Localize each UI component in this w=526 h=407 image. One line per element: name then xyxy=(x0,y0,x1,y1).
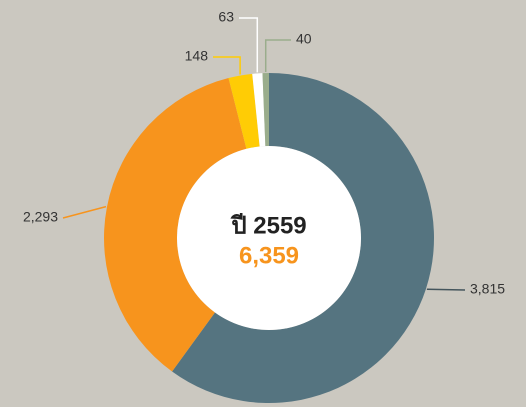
leader-line xyxy=(213,56,241,75)
donut-slice xyxy=(172,73,434,403)
center-total: 6,359 xyxy=(239,242,299,269)
leader-line xyxy=(264,39,291,73)
data-label: 3,815 xyxy=(470,281,505,297)
donut-slice xyxy=(104,78,247,372)
leader-line xyxy=(426,288,466,291)
donut-slice xyxy=(262,73,269,147)
leader-line xyxy=(62,205,107,219)
data-label: 148 xyxy=(185,48,209,64)
data-label: 63 xyxy=(218,9,234,25)
data-label: 2,293 xyxy=(23,209,58,225)
donut-hole xyxy=(177,146,361,330)
donut-slice xyxy=(228,73,260,149)
donut-slice xyxy=(252,73,266,147)
leader-line xyxy=(239,17,259,73)
center-title: ปี 2559 xyxy=(230,212,306,239)
data-label: 40 xyxy=(296,31,312,47)
